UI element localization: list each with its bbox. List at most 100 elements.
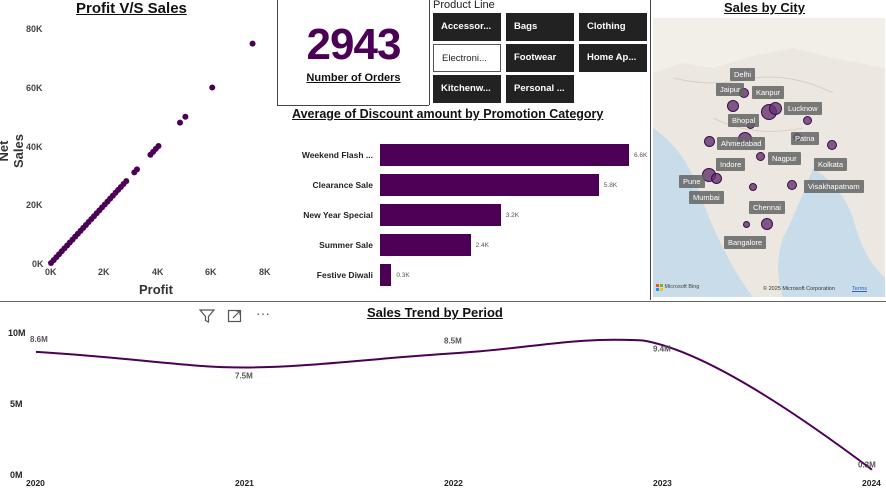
map-attribution: © 2025 Microsoft Corporation: [763, 286, 835, 292]
scatter-plot: [48, 40, 256, 266]
city-bubble[interactable]: [704, 136, 715, 147]
scatter-ytick: 80K: [26, 24, 43, 34]
city-bubble[interactable]: [827, 140, 837, 150]
city-label-kolkata: Kolkata: [814, 158, 848, 171]
slicer-button-electronics[interactable]: Electroni...: [433, 44, 501, 72]
slicer-button-bags[interactable]: Bags: [506, 13, 574, 41]
map-panel: Sales by City Delhi Jaipur Kanpur Luckno…: [651, 0, 886, 300]
trend-line[interactable]: [35, 338, 873, 471]
scatter-point[interactable]: [182, 113, 189, 120]
city-label-bangalore: Bangalore: [724, 236, 767, 249]
city-label-mumbai: Mumbai: [689, 191, 724, 204]
visual-header-toolbar: ···: [198, 305, 272, 325]
trend-ytick: 10M: [8, 328, 26, 338]
city-label-indore: Indore: [716, 158, 746, 171]
scatter-point[interactable]: [209, 84, 216, 91]
trend-xtick: 2022: [444, 478, 463, 488]
scatter-point[interactable]: [155, 143, 162, 149]
city-label-nagpur: Nagpur: [768, 152, 801, 165]
scatter-ytick: 20K: [26, 200, 43, 210]
city-label-lucknow: Lucknow: [784, 102, 822, 115]
bar-category-label: New Year Special: [303, 210, 373, 220]
discount-bar[interactable]: [380, 204, 501, 226]
slicer-button-personal-care[interactable]: Personal ...: [506, 75, 574, 103]
trend-value-label: 8.5M: [444, 336, 462, 345]
bar-value-label: 3.2K: [505, 212, 520, 219]
discount-bar[interactable]: [380, 234, 471, 256]
bar-category-label: Weekend Flash ...: [301, 150, 373, 160]
bar-value-label: 2.4K: [475, 242, 489, 249]
city-label-pune: Pune: [679, 175, 705, 188]
scatter-point[interactable]: [249, 40, 256, 47]
trend-xtick: 2023: [653, 478, 672, 488]
city-bubble[interactable]: [769, 102, 782, 115]
map-title: Sales by City: [724, 0, 805, 15]
scatter-xtick: 4K: [152, 267, 164, 277]
microsoft-logo-icon: [656, 284, 663, 291]
bar-category-label: Festive Diwali: [316, 270, 373, 280]
scatter-xlabel: Profit: [139, 282, 173, 297]
filter-icon[interactable]: [198, 307, 216, 325]
slicer-button-home-appliances[interactable]: Home Ap...: [579, 44, 647, 72]
scatter-xtick: 2K: [98, 267, 110, 277]
bar-value-label: 6.6K: [634, 152, 648, 159]
discount-bar[interactable]: [380, 264, 392, 286]
slicer-button-clothing[interactable]: Clothing: [579, 13, 647, 41]
city-label-jaipur: Jaipur: [716, 83, 745, 96]
city-label-visakhapatnam: Visakhapatnam: [804, 180, 864, 193]
slicer-header: Product Line: [433, 0, 495, 11]
city-bubble[interactable]: [761, 218, 773, 230]
map-brand: Microsoft Bing: [656, 284, 699, 291]
scatter-ytick: 60K: [26, 83, 43, 93]
discount-title: Average of Discount amount by Promotion …: [292, 107, 604, 121]
trend-value-label: 7.5M: [235, 372, 253, 381]
kpi-card: 2943 Number of Orders: [278, 0, 429, 105]
city-bubble[interactable]: [803, 116, 812, 125]
divider: [277, 0, 278, 105]
slicer-button-accessories[interactable]: Accessor...: [433, 13, 501, 41]
trend-title: Sales Trend by Period: [367, 305, 503, 320]
discount-bar[interactable]: [380, 174, 599, 196]
city-bubble[interactable]: [727, 100, 739, 112]
scatter-point[interactable]: [134, 166, 140, 173]
city-bubble[interactable]: [711, 173, 722, 184]
bar-value-label: 0.3K: [396, 272, 410, 279]
focus-mode-icon[interactable]: [226, 307, 244, 325]
trend-value-label: 0.3M: [858, 461, 876, 470]
city-bubble[interactable]: [749, 183, 757, 191]
bar-category-label: Clearance Sale: [312, 180, 373, 190]
scatter-ytick: 0K: [32, 259, 44, 269]
city-label-bhopal: Bhopal: [728, 114, 760, 127]
scatter-point[interactable]: [177, 119, 183, 126]
slicer-button-kitchenware[interactable]: Kitchenw...: [433, 75, 501, 103]
scatter-ytick: 40K: [26, 142, 43, 152]
scatter-title: Profit V/S Sales: [76, 0, 187, 17]
trend-line-chart: 8.6M 7.5M 8.5M 9.4M 0.3M: [30, 335, 876, 471]
scatter-xtick: 6K: [205, 267, 217, 277]
city-bubble[interactable]: [756, 152, 765, 161]
trend-ytick: 5M: [10, 399, 23, 409]
trend-value-label: 8.6M: [30, 335, 48, 344]
discount-panel: Average of Discount amount by Promotion …: [278, 106, 649, 300]
product-line-slicer: Product Line Accessor... Bags Clothing E…: [430, 0, 650, 103]
divider: [0, 301, 886, 302]
scatter-xtick: 8K: [259, 267, 271, 277]
divider: [429, 0, 430, 105]
map-terms-link[interactable]: Terms: [852, 286, 867, 292]
scatter-panel: Profit V/S Sales Net Sales Profit 80K 60…: [0, 0, 277, 300]
trend-xtick: 2021: [235, 478, 254, 488]
city-bubble[interactable]: [787, 180, 797, 190]
city-label-delhi: Delhi: [730, 68, 756, 81]
city-label-chennai: Chennai: [749, 201, 785, 214]
more-options-icon[interactable]: ···: [256, 305, 270, 321]
scatter-point[interactable]: [123, 178, 130, 185]
divider: [277, 105, 429, 106]
city-bubble[interactable]: [743, 221, 750, 228]
trend-panel: ··· Sales Trend by Period 10M 5M 0M 2020…: [0, 302, 886, 496]
slicer-button-footwear[interactable]: Footwear: [506, 44, 574, 72]
divider: [650, 0, 651, 300]
discount-bar[interactable]: [380, 144, 629, 166]
city-label-kanpur: Kanpur: [752, 86, 785, 99]
map-canvas[interactable]: Delhi Jaipur Kanpur Lucknow Bhopal Patna…: [653, 18, 885, 297]
scatter-xtick: 0K: [45, 267, 57, 277]
